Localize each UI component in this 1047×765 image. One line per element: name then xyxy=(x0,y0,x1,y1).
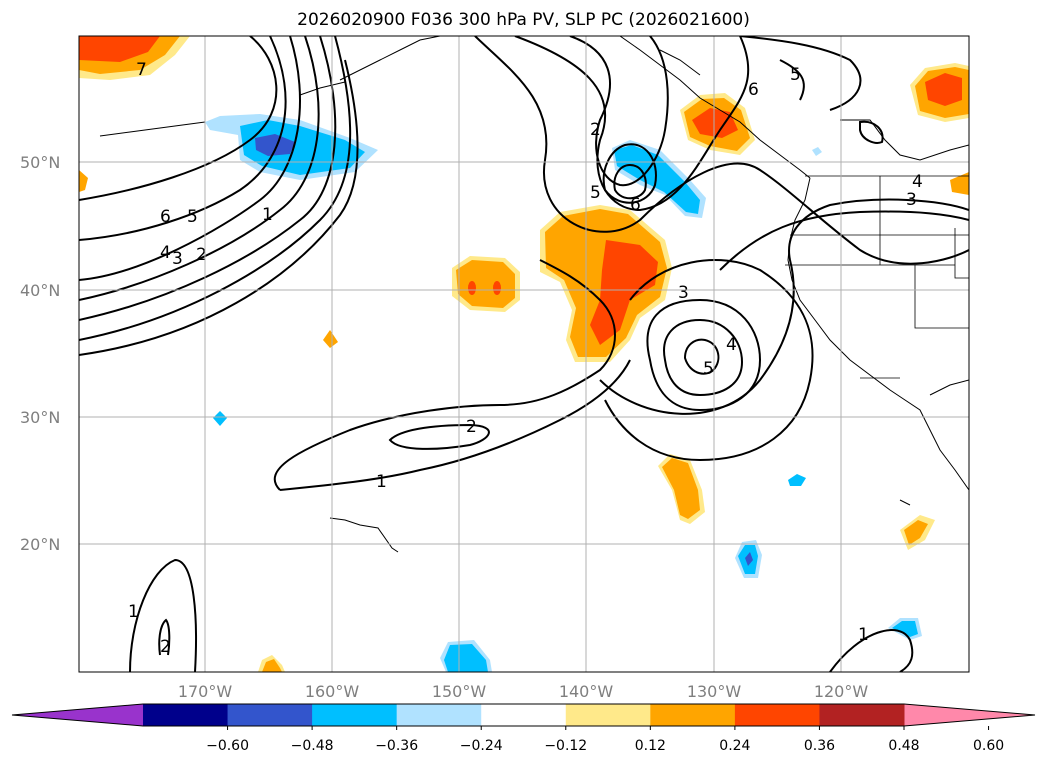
map-title: 2026020900 F036 300 hPa PV, SLP PC (2026… xyxy=(297,10,750,30)
colorbar-tick-label: −0.12 xyxy=(544,738,587,754)
lon-label-150w: 150°W xyxy=(432,682,487,701)
contour-label: 4 xyxy=(726,335,737,355)
contour-label: 1 xyxy=(376,472,387,492)
contour-label: 2 xyxy=(160,637,171,657)
contour-label: 5 xyxy=(590,183,601,203)
lon-label-160w: 160°W xyxy=(305,682,360,701)
contour-label: 1 xyxy=(858,625,869,645)
colorbar-extend-low xyxy=(12,704,143,726)
contour-label: 1 xyxy=(128,602,139,622)
colorbar-segment xyxy=(143,704,229,726)
colorbar-segment xyxy=(650,704,736,726)
lon-label-140w: 140°W xyxy=(559,682,614,701)
colorbar-tick-label: −0.36 xyxy=(375,738,418,754)
colorbar-segment xyxy=(481,704,567,726)
contour-label: 2 xyxy=(590,120,601,140)
slp-contours xyxy=(79,36,969,672)
map-area xyxy=(79,36,969,672)
colorbar-tick-label: 0.48 xyxy=(888,738,919,754)
colorbar-segment xyxy=(312,704,398,726)
lat-label-50n: 50°N xyxy=(20,153,60,172)
longitude-labels: 170°W 160°W 150°W 140°W 130°W 120°W xyxy=(178,682,869,701)
colorbar-tick-label: 0.36 xyxy=(804,738,835,754)
contour-label: 3 xyxy=(678,283,689,303)
colorbar-tick-label: 0.24 xyxy=(719,738,750,754)
colorbar-segment xyxy=(396,704,482,726)
contour-label: 5 xyxy=(790,65,801,85)
contour-label: 6 xyxy=(160,207,171,227)
colorbar-tick-label: 0.60 xyxy=(973,738,1004,754)
colorbar-tick-label: −0.24 xyxy=(460,738,503,754)
map-frame xyxy=(78,35,970,673)
colorbar-segment xyxy=(227,704,313,726)
colorbar-tick-label: 0.12 xyxy=(635,738,666,754)
pv-positive-shading xyxy=(79,36,969,672)
contour-label: 5 xyxy=(703,359,714,379)
contour-label: 6 xyxy=(630,195,641,215)
colorbar-outline xyxy=(11,703,1036,727)
colorbar-segment xyxy=(565,704,651,726)
colorbar: −0.60 −0.48 −0.36 −0.24 −0.12 0.12 0.24 0.36 0.4… xyxy=(11,703,1036,754)
colorbar-tick-label: −0.48 xyxy=(291,738,334,754)
lon-label-130w: 130°W xyxy=(687,682,742,701)
contour-label: 6 xyxy=(748,80,759,100)
contour-label: 4 xyxy=(160,243,171,263)
state-borders xyxy=(785,175,969,379)
colorbar-tick-label: −0.60 xyxy=(206,738,249,754)
contour-label: 3 xyxy=(172,249,183,269)
contour-label-group: 7 6 5 4 3 2 1 2 5 6 6 5 3 4 5 2 1 1 2 1 … xyxy=(128,60,923,657)
contour-label: 1 xyxy=(262,205,273,225)
colorbar-extend-high xyxy=(904,704,1035,726)
pv-negative-shading xyxy=(205,114,922,672)
latitude-labels: 50°N 40°N 30°N 20°N xyxy=(20,153,60,554)
contour-label: 2 xyxy=(196,245,207,265)
gridlines xyxy=(79,36,969,672)
contour-label: 4 xyxy=(912,172,923,192)
lon-label-120w: 120°W xyxy=(814,682,869,701)
lat-label-30n: 30°N xyxy=(20,408,60,427)
lat-label-20n: 20°N xyxy=(20,535,60,554)
colorbar-segment xyxy=(819,704,905,726)
contour-label: 7 xyxy=(136,60,147,80)
lat-label-40n: 40°N xyxy=(20,281,60,300)
colorbar-segment xyxy=(734,704,820,726)
contour-label: 5 xyxy=(187,207,198,227)
coastlines xyxy=(99,36,969,553)
contour-label: 2 xyxy=(466,417,477,437)
contour-label: 3 xyxy=(906,190,917,210)
lon-label-170w: 170°W xyxy=(178,682,233,701)
